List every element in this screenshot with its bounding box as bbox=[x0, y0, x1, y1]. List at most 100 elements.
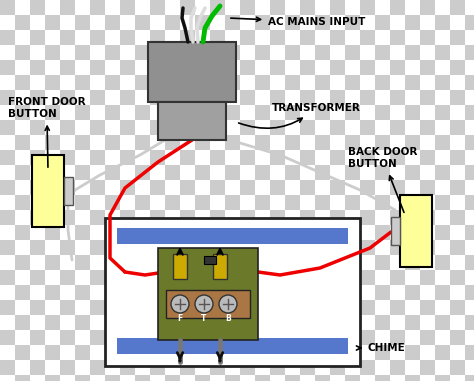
Bar bbox=[210, 225, 225, 240]
Bar bbox=[420, 30, 435, 45]
Bar bbox=[285, 345, 300, 360]
Bar bbox=[360, 120, 375, 135]
Bar bbox=[315, 30, 330, 45]
Bar bbox=[420, 135, 435, 150]
Bar bbox=[255, 210, 270, 225]
Bar bbox=[135, 150, 150, 165]
Bar bbox=[330, 375, 345, 381]
Bar bbox=[270, 315, 285, 330]
Bar bbox=[15, 0, 30, 15]
Bar bbox=[60, 270, 75, 285]
Bar bbox=[345, 165, 360, 180]
Bar bbox=[360, 15, 375, 30]
Bar bbox=[255, 360, 270, 375]
Bar bbox=[375, 330, 390, 345]
Bar bbox=[120, 75, 135, 90]
Bar bbox=[315, 75, 330, 90]
Bar bbox=[225, 270, 240, 285]
Bar bbox=[180, 255, 195, 270]
Bar bbox=[450, 150, 465, 165]
Bar bbox=[75, 195, 90, 210]
Bar bbox=[465, 285, 474, 300]
Bar bbox=[255, 135, 270, 150]
Bar bbox=[330, 60, 345, 75]
Circle shape bbox=[171, 295, 189, 313]
Bar bbox=[420, 195, 435, 210]
Bar bbox=[0, 255, 15, 270]
Bar bbox=[60, 30, 75, 45]
Bar bbox=[150, 300, 165, 315]
Bar bbox=[30, 195, 45, 210]
Bar bbox=[405, 120, 420, 135]
Bar bbox=[330, 270, 345, 285]
Bar bbox=[150, 75, 165, 90]
Bar bbox=[375, 165, 390, 180]
Bar bbox=[240, 165, 255, 180]
Bar bbox=[120, 330, 135, 345]
Bar bbox=[135, 225, 150, 240]
Bar bbox=[345, 15, 360, 30]
Bar bbox=[375, 105, 390, 120]
Bar bbox=[15, 270, 30, 285]
Bar bbox=[135, 30, 150, 45]
Bar bbox=[105, 218, 360, 366]
Bar bbox=[270, 90, 285, 105]
Bar bbox=[105, 375, 120, 381]
Bar bbox=[45, 300, 60, 315]
Bar bbox=[90, 360, 105, 375]
Bar bbox=[240, 45, 255, 60]
Bar bbox=[30, 90, 45, 105]
Bar bbox=[330, 240, 345, 255]
Bar bbox=[435, 30, 450, 45]
Bar bbox=[15, 45, 30, 60]
Bar bbox=[180, 330, 195, 345]
Bar bbox=[360, 270, 375, 285]
Bar bbox=[405, 45, 420, 60]
Bar bbox=[300, 15, 315, 30]
Bar bbox=[465, 30, 474, 45]
Bar bbox=[285, 330, 300, 345]
Bar bbox=[360, 75, 375, 90]
Bar bbox=[120, 240, 135, 255]
Bar bbox=[270, 135, 285, 150]
Bar bbox=[270, 360, 285, 375]
Bar bbox=[285, 195, 300, 210]
Bar bbox=[60, 195, 75, 210]
Bar bbox=[90, 300, 105, 315]
Bar bbox=[0, 330, 15, 345]
Bar bbox=[210, 315, 225, 330]
Bar bbox=[45, 195, 60, 210]
Bar bbox=[255, 120, 270, 135]
Text: B: B bbox=[225, 314, 231, 323]
Bar bbox=[120, 90, 135, 105]
Bar bbox=[375, 255, 390, 270]
Bar bbox=[255, 30, 270, 45]
Bar bbox=[60, 315, 75, 330]
Bar bbox=[330, 120, 345, 135]
Bar bbox=[375, 0, 390, 15]
Bar bbox=[255, 195, 270, 210]
Bar bbox=[360, 315, 375, 330]
Bar bbox=[150, 0, 165, 15]
Bar bbox=[240, 15, 255, 30]
Bar bbox=[285, 120, 300, 135]
Bar bbox=[255, 15, 270, 30]
Bar bbox=[15, 330, 30, 345]
Bar bbox=[435, 285, 450, 300]
Bar bbox=[345, 90, 360, 105]
Bar bbox=[345, 120, 360, 135]
Bar bbox=[330, 360, 345, 375]
Bar bbox=[90, 180, 105, 195]
Bar bbox=[225, 0, 240, 15]
Bar bbox=[405, 240, 420, 255]
Bar bbox=[330, 255, 345, 270]
Bar bbox=[180, 150, 195, 165]
Bar bbox=[105, 75, 120, 90]
Bar bbox=[375, 15, 390, 30]
Bar bbox=[330, 225, 345, 240]
Bar bbox=[300, 120, 315, 135]
Bar bbox=[15, 225, 30, 240]
Bar bbox=[225, 180, 240, 195]
Bar bbox=[165, 15, 180, 30]
Bar bbox=[270, 30, 285, 45]
